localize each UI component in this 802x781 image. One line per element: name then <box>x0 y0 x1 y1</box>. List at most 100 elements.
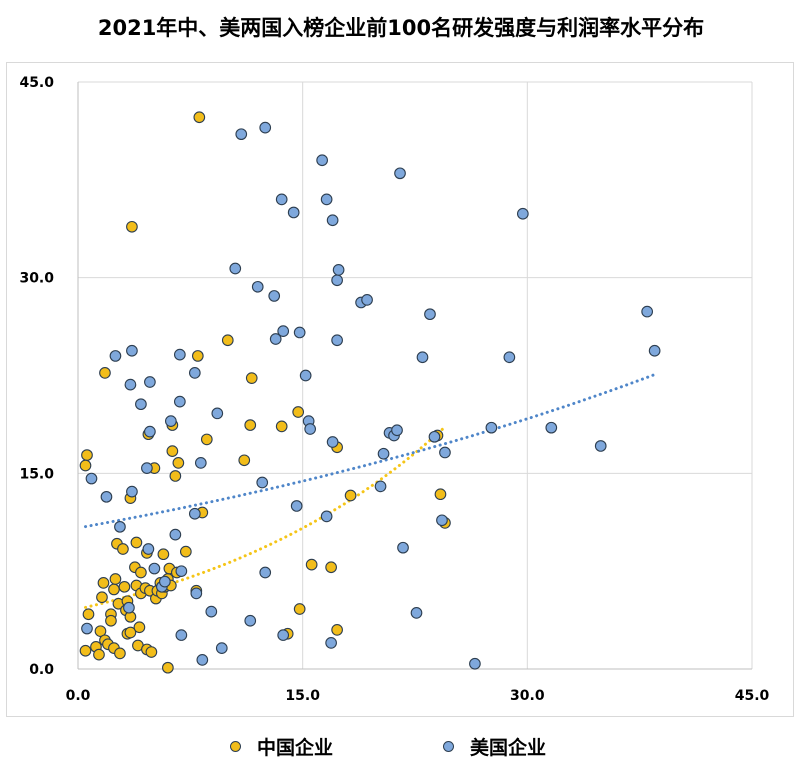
point-series-1-77 <box>545 421 558 434</box>
point-series-0-21 <box>118 580 131 593</box>
chart-title: 2021年中、美两国入榜企业前100名研发强度与利润率水平分布 <box>97 16 705 40</box>
legend-marker-usa <box>443 741 454 752</box>
point-series-1-26 <box>194 457 207 469</box>
point-series-1-80 <box>648 344 661 357</box>
point-series-0-60 <box>191 350 204 362</box>
point-series-1-3 <box>109 350 122 362</box>
point-series-0-19 <box>114 647 126 660</box>
legend-marker-china <box>230 741 241 752</box>
point-series-0-76 <box>344 489 357 502</box>
legend-item-usa: 美国企业 <box>443 733 546 760</box>
point-series-1-7 <box>126 485 138 498</box>
point-series-1-64 <box>391 424 403 437</box>
legend-label-usa: 美国企业 <box>470 737 547 759</box>
point-series-1-72 <box>436 514 448 527</box>
point-series-1-68 <box>416 351 429 364</box>
point-series-1-43 <box>287 206 300 219</box>
x-tick-label: 30.0 <box>510 688 545 704</box>
point-series-1-52 <box>325 637 337 649</box>
point-series-0-13 <box>105 614 117 627</box>
y-tick-label: 15.0 <box>19 466 54 482</box>
point-series-1-40 <box>275 193 288 206</box>
point-series-0-71 <box>293 603 306 615</box>
point-series-1-53 <box>326 214 339 227</box>
point-series-1-4 <box>114 520 126 533</box>
point-series-1-14 <box>148 562 161 575</box>
point-series-1-27 <box>196 654 209 666</box>
y-tick-label: 0.0 <box>29 662 54 678</box>
x-tick-label: 0.0 <box>66 688 91 704</box>
point-series-0-67 <box>238 454 251 467</box>
point-series-1-8 <box>126 344 138 357</box>
point-series-1-70 <box>428 430 441 443</box>
point-series-1-31 <box>229 262 242 275</box>
point-series-0-54 <box>166 445 179 458</box>
point-series-1-24 <box>188 367 201 379</box>
point-series-1-1 <box>85 472 98 485</box>
point-series-1-30 <box>215 642 228 654</box>
point-series-1-23 <box>188 507 201 520</box>
point-series-0-0 <box>81 449 93 461</box>
point-series-1-57 <box>332 263 345 276</box>
point-series-1-60 <box>374 480 387 493</box>
point-series-1-0 <box>81 622 93 635</box>
point-series-1-34 <box>251 280 264 293</box>
point-series-1-6 <box>124 378 137 391</box>
point-series-1-42 <box>277 629 290 641</box>
point-series-1-32 <box>235 128 248 141</box>
data-points <box>79 111 661 674</box>
point-series-0-50 <box>162 661 174 674</box>
point-series-1-78 <box>594 440 607 452</box>
point-series-0-28 <box>126 220 138 233</box>
point-series-0-61 <box>193 111 206 124</box>
point-series-1-36 <box>259 566 272 579</box>
point-series-1-69 <box>424 308 436 321</box>
point-series-1-12 <box>144 376 156 388</box>
point-series-0-35 <box>135 566 147 579</box>
point-series-0-55 <box>169 470 182 482</box>
point-series-0-7 <box>96 591 108 604</box>
point-series-1-46 <box>299 369 312 382</box>
point-series-0-72 <box>305 558 318 571</box>
point-series-1-75 <box>503 351 516 364</box>
point-series-0-14 <box>108 583 120 596</box>
point-series-1-44 <box>290 500 303 512</box>
point-series-0-47 <box>157 548 170 561</box>
y-tick-label: 45.0 <box>19 75 54 91</box>
x-tick-label: 15.0 <box>285 688 320 704</box>
point-series-1-21 <box>175 629 188 641</box>
point-series-1-49 <box>316 154 328 167</box>
point-series-0-1 <box>79 459 92 472</box>
point-series-0-75 <box>331 624 343 636</box>
point-series-1-10 <box>141 462 153 474</box>
legend-label-china: 中国企业 <box>257 737 334 759</box>
point-series-1-65 <box>394 167 406 180</box>
point-series-1-41 <box>277 325 290 337</box>
point-series-1-56 <box>331 274 343 287</box>
point-series-1-66 <box>397 541 409 554</box>
point-series-1-39 <box>269 333 282 345</box>
point-series-1-55 <box>331 334 343 347</box>
point-series-0-5 <box>93 648 105 661</box>
point-series-1-61 <box>377 447 390 460</box>
point-series-1-76 <box>516 207 529 220</box>
point-series-0-73 <box>325 561 337 574</box>
point-series-0-66 <box>244 419 257 431</box>
point-series-1-5 <box>123 601 135 614</box>
point-series-1-38 <box>268 290 281 302</box>
point-series-1-20 <box>173 395 186 408</box>
point-series-0-57 <box>172 457 185 469</box>
point-series-0-78 <box>434 488 447 501</box>
point-series-0-2 <box>82 608 95 621</box>
point-series-1-51 <box>320 193 333 206</box>
point-series-1-35 <box>256 476 269 489</box>
legend: 中国企业 美国企业 <box>0 733 802 769</box>
point-series-1-25 <box>190 587 203 600</box>
point-series-1-22 <box>175 565 188 578</box>
point-series-1-16 <box>159 575 171 588</box>
point-series-0-33 <box>133 621 146 634</box>
point-series-1-79 <box>641 305 654 318</box>
point-series-1-28 <box>205 605 218 618</box>
point-series-1-54 <box>326 436 339 448</box>
